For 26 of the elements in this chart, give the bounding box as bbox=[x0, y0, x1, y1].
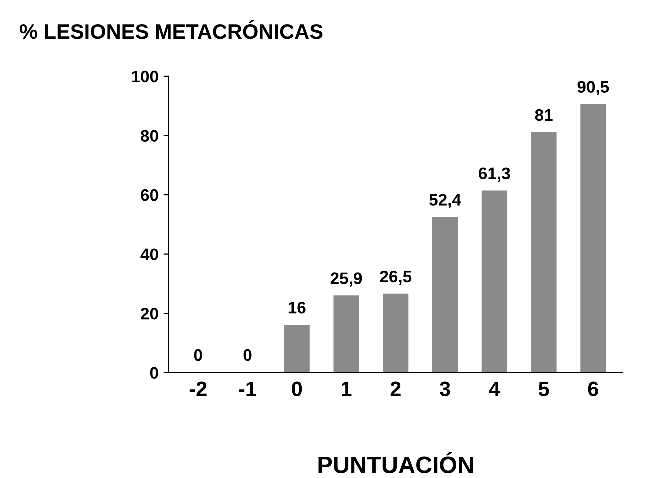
x-tick-label: -2 bbox=[190, 382, 207, 396]
x-tick-label: 0 bbox=[292, 382, 302, 396]
data-label: 25,9 bbox=[330, 272, 362, 287]
data-label: 81 bbox=[535, 109, 553, 122]
data-label: 61,3 bbox=[479, 168, 510, 182]
data-label: 90,5 bbox=[578, 81, 610, 96]
y-tick-label: 0 bbox=[150, 367, 158, 380]
data-label: 16 bbox=[288, 302, 306, 314]
x-tick-label: 3 bbox=[440, 382, 450, 397]
chart-title: % LESIONES METACRÓNICAS bbox=[20, 20, 323, 40]
x-tick-label: -1 bbox=[239, 382, 256, 396]
x-tick-label: 1 bbox=[342, 382, 352, 396]
data-label: 26,5 bbox=[380, 270, 412, 286]
y-tick-label: 40 bbox=[140, 248, 158, 260]
y-tick-label: 60 bbox=[141, 189, 158, 202]
x-tick-label: 6 bbox=[588, 382, 598, 396]
data-label: 52,4 bbox=[430, 194, 462, 208]
y-tick-label: 100 bbox=[132, 70, 158, 83]
data-label: 0 bbox=[244, 349, 252, 362]
y-tick-label: 20 bbox=[141, 308, 158, 320]
data-label: 0 bbox=[194, 349, 202, 362]
x-axis-title: PUNTUACIÓN bbox=[318, 452, 473, 474]
y-tick-label: 80 bbox=[141, 130, 158, 142]
x-tick-label: 5 bbox=[538, 382, 550, 396]
x-tick-label: 4 bbox=[489, 382, 500, 396]
x-tick-label: 2 bbox=[390, 382, 401, 396]
